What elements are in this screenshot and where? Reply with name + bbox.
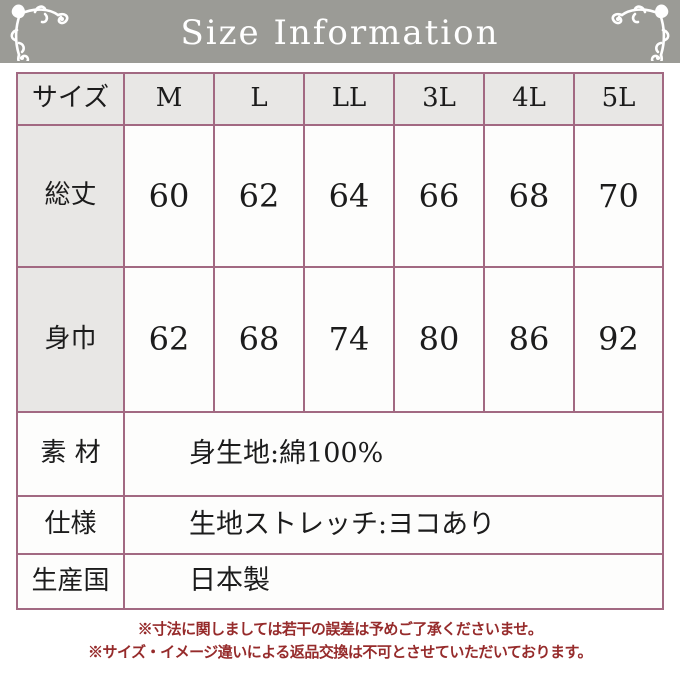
measurement-cell: 66	[393, 124, 485, 268]
info-value-cell: 身生地:綿100%	[123, 411, 664, 497]
size-header-cell: LL	[303, 72, 395, 126]
footer-notes: ※寸法に関しましては若干の誤差は予めご了承くださいませ。 ※サイズ・イメージ違い…	[0, 618, 680, 664]
size-header-cell: M	[123, 72, 215, 126]
measurement-cell: 86	[483, 266, 575, 413]
measurement-cell: 62	[213, 124, 305, 268]
row-label-cell: 生産国	[16, 553, 125, 610]
size-header-cell: 5L	[573, 72, 664, 126]
measurement-cell: 92	[573, 266, 664, 413]
note-line: ※寸法に関しましては若干の誤差は予めご了承くださいませ。	[137, 620, 543, 638]
size-table: サイズ M L LL 3L 4L 5L 総丈 60 62 64 66 68 70…	[16, 72, 664, 610]
corner-flourish-icon	[611, 4, 670, 61]
title-banner: Size Information	[0, 0, 680, 63]
measurement-cell: 60	[123, 124, 215, 268]
info-value-cell: 生地ストレッチ:ヨコあり	[123, 495, 664, 555]
table-row-country: 生産国 日本製	[16, 553, 664, 610]
corner-flourish-icon	[10, 4, 69, 61]
measurement-cell: 62	[123, 266, 215, 413]
measurement-cell: 68	[483, 124, 575, 268]
measurement-cell: 68	[213, 266, 305, 413]
row-label-cell: 仕様	[16, 495, 125, 555]
table-row-material: 素 材 身生地:綿100%	[16, 411, 664, 497]
row-label-cell: 素 材	[16, 411, 125, 497]
table-row-total-length: 総丈 60 62 64 66 68 70	[16, 124, 664, 268]
page-title: Size Information	[180, 12, 500, 53]
table-header-row: サイズ M L LL 3L 4L 5L	[16, 72, 664, 126]
size-header-cell: 3L	[393, 72, 485, 126]
measurement-cell: 64	[303, 124, 395, 268]
note-line: ※サイズ・イメージ違いによる返品交換は不可とさせていただいております。	[88, 643, 592, 661]
measurement-cell: 74	[303, 266, 395, 413]
table-row-body-width: 身巾 62 68 74 80 86 92	[16, 266, 664, 413]
row-label-cell: 総丈	[16, 124, 125, 268]
measurement-cell: 70	[573, 124, 664, 268]
size-header-cell: L	[213, 72, 305, 126]
row-label-cell: 身巾	[16, 266, 125, 413]
header-label-cell: サイズ	[16, 72, 125, 126]
table-row-spec: 仕様 生地ストレッチ:ヨコあり	[16, 495, 664, 555]
size-header-cell: 4L	[483, 72, 575, 126]
measurement-cell: 80	[393, 266, 485, 413]
info-value-cell: 日本製	[123, 553, 664, 610]
